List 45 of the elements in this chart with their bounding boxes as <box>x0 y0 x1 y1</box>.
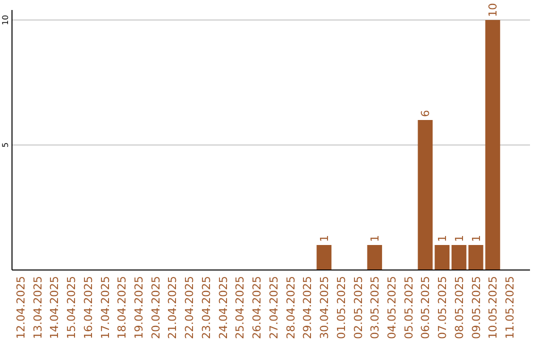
y-tick-label: 5 <box>1 142 10 148</box>
bar <box>468 245 484 270</box>
x-tick-label: 19.04.2025 <box>132 276 146 339</box>
x-tick-label: 13.04.2025 <box>31 276 44 339</box>
x-tick-label: 09.05.2025 <box>470 276 483 339</box>
x-tick-label: 02.05.2025 <box>352 276 365 339</box>
x-tick-label: 21.04.2025 <box>166 276 180 339</box>
bar <box>316 245 332 270</box>
x-tick-label: 05.05.2025 <box>402 276 416 339</box>
x-tick-label: 07.05.2025 <box>436 276 450 339</box>
x-tick-label: 10.05.2025 <box>486 276 500 339</box>
x-tick-label: 24.04.2025 <box>216 276 230 339</box>
bar <box>485 20 500 270</box>
bar <box>418 120 433 270</box>
x-tick-label: 23.04.2025 <box>200 276 213 339</box>
x-tick-label: 20.04.2025 <box>149 276 162 339</box>
data-label: 6 <box>419 110 432 117</box>
x-tick-label: 04.05.2025 <box>386 276 398 339</box>
data-label: 1 <box>368 235 382 242</box>
x-tick-label: 27.04.2025 <box>267 276 280 339</box>
x-tick-label: 03.05.2025 <box>368 276 382 339</box>
x-tick-label: 06.05.2025 <box>419 276 432 339</box>
data-label: 1 <box>436 235 450 242</box>
x-tick-label: 29.04.2025 <box>301 276 314 339</box>
x-tick-label: 17.04.2025 <box>98 276 112 339</box>
x-tick-label: 26.04.2025 <box>250 276 264 339</box>
bar <box>434 245 450 270</box>
x-tick-label: 16.04.2025 <box>82 276 95 339</box>
x-tick-label: 11.05.2025 <box>504 276 517 339</box>
data-label: 1 <box>452 235 466 242</box>
x-tick-label: 14.04.2025 <box>48 276 62 339</box>
x-tick-label: 22.04.2025 <box>183 276 196 339</box>
x-tick-label: 18.04.2025 <box>116 276 129 339</box>
bar <box>452 245 466 270</box>
x-tick-label: 15.04.2025 <box>65 276 78 339</box>
x-tick-label: 08.05.2025 <box>452 276 466 339</box>
data-label: 10 <box>486 3 500 17</box>
x-tick-label: 12.04.2025 <box>14 276 28 339</box>
data-label: 1 <box>318 235 332 242</box>
x-tick-label: 28.04.2025 <box>284 276 298 339</box>
x-tick-label: 30.04.2025 <box>318 276 332 339</box>
x-tick-label: 25.04.2025 <box>234 276 247 339</box>
x-tick-label: 01.05.2025 <box>334 276 348 339</box>
bar <box>367 245 382 270</box>
data-label: 1 <box>470 235 483 242</box>
